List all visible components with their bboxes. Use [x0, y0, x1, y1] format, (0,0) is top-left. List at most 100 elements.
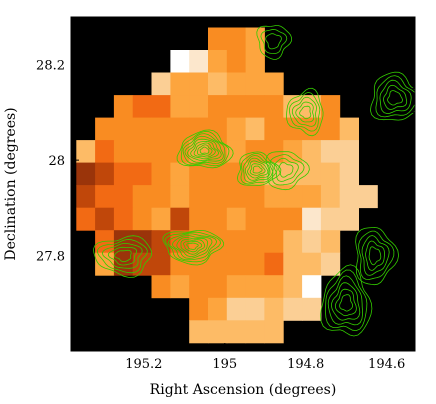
heatmap-pixel: [189, 297, 209, 321]
heatmap-pixel: [264, 207, 284, 231]
heatmap-pixel: [151, 252, 171, 276]
heatmap-pixel: [208, 50, 228, 73]
heatmap-pixel: [189, 275, 209, 299]
contour-line: [256, 25, 293, 60]
heatmap-pixel: [208, 297, 228, 321]
heatmap-pixel: [226, 320, 247, 344]
heatmap-pixel: [132, 162, 152, 186]
heatmap-pixel: [132, 185, 152, 209]
contour-line: [331, 282, 361, 321]
heatmap-pixel: [226, 207, 247, 231]
contour-line: [162, 229, 225, 266]
contour-line: [249, 163, 266, 176]
plot-area: [70, 16, 416, 352]
heatmap-pixel: [302, 185, 322, 209]
heatmap-pixel: [283, 252, 303, 276]
heatmap-pixel: [208, 252, 228, 276]
heatmap-pixel: [302, 140, 322, 164]
contour-line: [236, 151, 282, 186]
x-axis-label: Right Ascension (degrees): [150, 382, 337, 398]
contour-line: [93, 235, 153, 278]
heatmap-pixel: [189, 72, 209, 96]
contour-line: [265, 151, 310, 191]
y-tick-label: 27.8: [36, 250, 65, 265]
heatmap-pixel: [170, 185, 190, 209]
heatmap-pixel: [302, 162, 322, 186]
heatmap-pixel: [283, 185, 303, 209]
heatmap-pixel: [264, 117, 284, 141]
contour-line: [288, 91, 321, 132]
heatmap-pixel: [302, 275, 322, 299]
heatmap-pixel: [113, 185, 134, 209]
contour-line: [334, 288, 357, 317]
contour-line: [369, 71, 415, 121]
heatmap-pixel: [245, 230, 265, 254]
heatmap-pixel: [76, 207, 96, 231]
heatmap-pixel: [302, 297, 322, 321]
heatmap-pixel: [132, 140, 152, 164]
contour-line: [180, 131, 230, 167]
heatmap-pixel: [208, 230, 228, 254]
contour-line: [339, 294, 354, 312]
heatmap-pixel: [170, 275, 190, 299]
heatmap-pixel: [320, 252, 341, 276]
heatmap-pixel: [320, 162, 341, 186]
heatmap-pixel: [170, 162, 190, 186]
heatmap-pixel: [320, 140, 341, 164]
contour-line: [387, 90, 403, 106]
heatmap-pixel: [189, 252, 209, 276]
heatmap-pixel: [170, 50, 190, 73]
heatmap-pixel: [208, 207, 228, 231]
heatmap-pixel: [170, 140, 190, 164]
contour-line: [197, 144, 213, 156]
heatmap-pixel: [264, 275, 284, 299]
heatmap-pixel: [226, 117, 247, 141]
heatmap-pixel: [245, 117, 265, 141]
heatmap-pixel: [302, 117, 322, 141]
heatmap-pixel: [283, 162, 303, 186]
contour-line: [97, 239, 148, 274]
heatmap-pixel: [264, 140, 284, 164]
x-tick-label: 195.2: [125, 357, 162, 372]
heatmap-pixel: [95, 252, 115, 276]
heatmap-pixel: [320, 95, 341, 119]
heatmap-pixel: [339, 140, 359, 164]
contour-line: [182, 133, 226, 165]
contour-line: [379, 79, 412, 114]
heatmap-pixel: [245, 275, 265, 299]
axis-ticks: [71, 17, 415, 351]
heatmap-pixel: [283, 230, 303, 254]
heatmap-pixel: [339, 185, 359, 209]
contour-line: [172, 235, 213, 259]
heatmap-pixel: [245, 50, 265, 73]
heatmap-pixel: [95, 207, 115, 231]
contour-line: [375, 75, 415, 118]
heatmap-pixel: [264, 230, 284, 254]
contour-line: [265, 33, 282, 50]
heatmap-pixel: [283, 297, 303, 321]
heatmap-pixel: [226, 95, 247, 119]
heatmap-pixel: [113, 117, 134, 141]
heatmap-pixel: [113, 230, 134, 254]
contour-line: [320, 264, 373, 337]
heatmap-pixel: [170, 252, 190, 276]
heatmap-pixel: [76, 162, 96, 186]
contour-line: [244, 157, 271, 181]
heatmap-pixel: [208, 320, 228, 344]
heatmap-pixel: [283, 275, 303, 299]
y-tick-label: 28: [48, 154, 65, 169]
heatmap-pixel: [208, 185, 228, 209]
contour-line: [299, 105, 312, 120]
heatmap-pixel: [113, 207, 134, 231]
heatmap-pixel: [339, 117, 359, 141]
heatmap-pixel: [113, 162, 134, 186]
heatmap-pixel: [151, 185, 171, 209]
heatmap-pixel: [151, 230, 171, 254]
heatmap-pixel: [189, 95, 209, 119]
heatmap-pixel: [320, 207, 341, 231]
heatmap-pixel: [170, 207, 190, 231]
y-tick-label: 28.2: [36, 59, 65, 74]
heatmap-pixel: [226, 27, 247, 51]
contour-line: [176, 237, 209, 257]
x-tick-label: 194.6: [368, 357, 405, 372]
